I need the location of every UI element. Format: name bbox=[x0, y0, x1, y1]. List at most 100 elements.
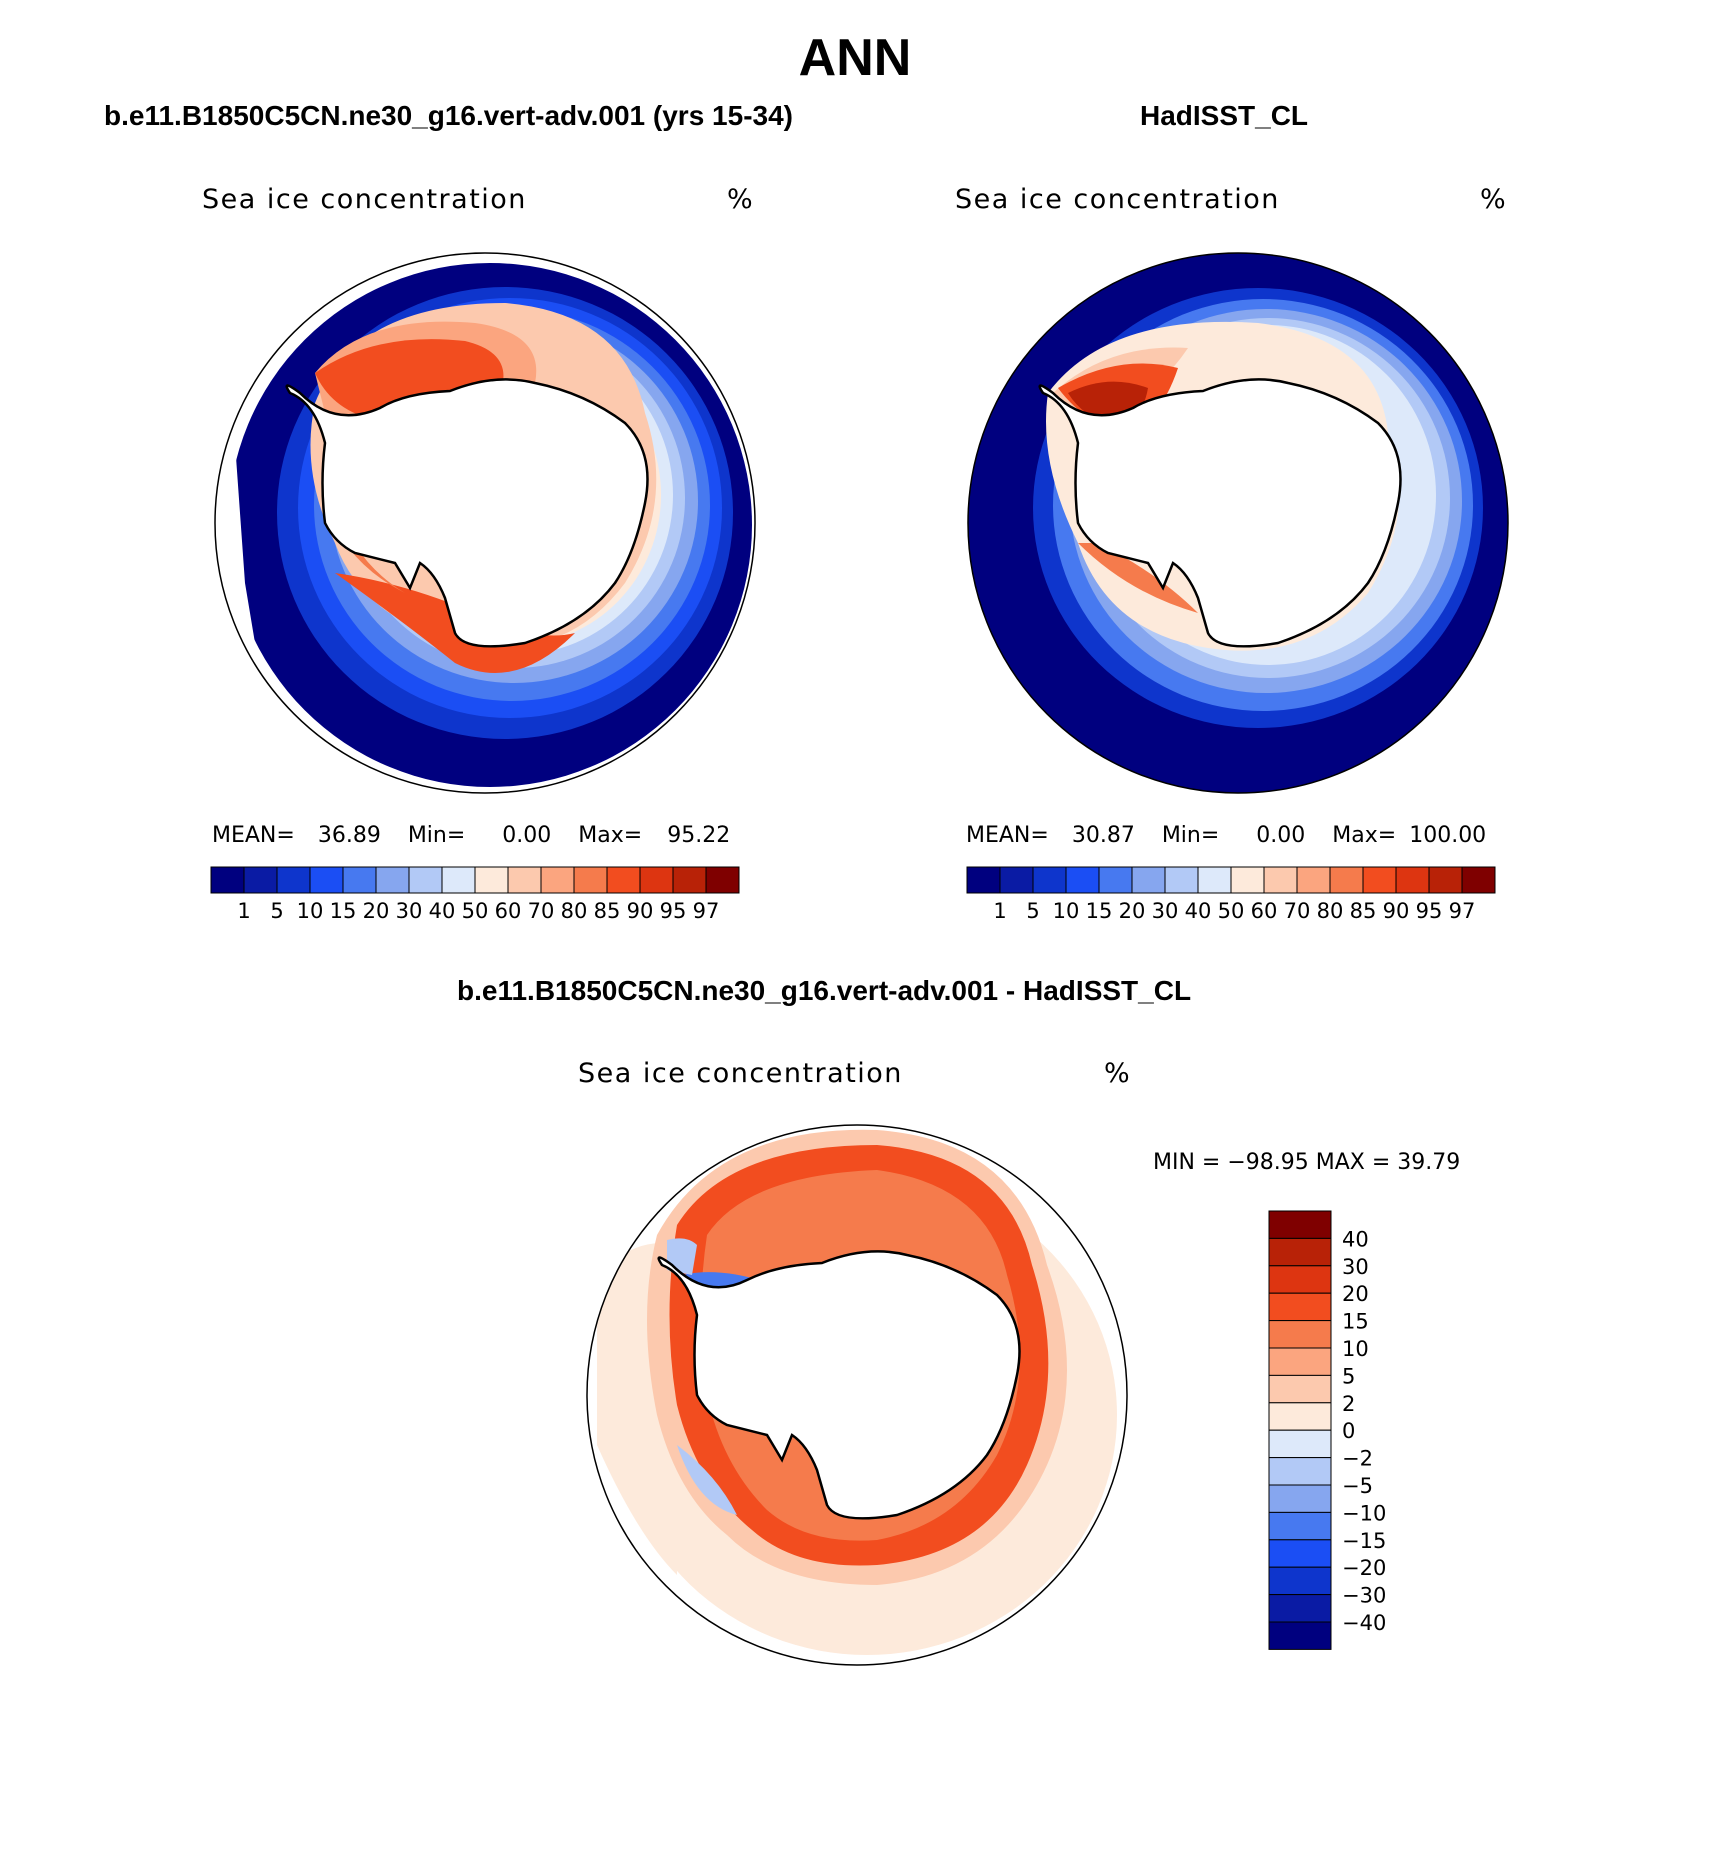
model-colorbar-box-2 bbox=[276, 866, 311, 894]
model-colorbar-box-0 bbox=[210, 866, 245, 894]
obs-colorbar-tick-0: 1 bbox=[993, 899, 1006, 923]
obs-colorbar-box-2 bbox=[1032, 866, 1067, 894]
diff-colorbar-box-3 bbox=[1268, 1292, 1332, 1322]
diff-colorbar-tick-5: 5 bbox=[1342, 1364, 1355, 1388]
obs-map-border bbox=[967, 252, 1509, 794]
model-colorbar-box-3 bbox=[309, 866, 344, 894]
diff-variable-label: Sea ice concentration bbox=[578, 1058, 903, 1089]
obs-colorbar-tick-11: 85 bbox=[1350, 899, 1377, 923]
obs-colorbar-tick-1: 5 bbox=[1026, 899, 1039, 923]
model-colorbar-box-11 bbox=[573, 866, 608, 894]
obs-colorbar-box-8 bbox=[1230, 866, 1265, 894]
model-colorbar-box-5 bbox=[375, 866, 410, 894]
obs-variable-label: Sea ice concentration bbox=[955, 184, 1280, 215]
diff-colorbar-tick-0: 40 bbox=[1342, 1227, 1369, 1251]
model-colorbar-box-1 bbox=[243, 866, 278, 894]
obs-colorbar-box-14 bbox=[1428, 866, 1463, 894]
diff-colorbar-box-11 bbox=[1268, 1511, 1332, 1541]
model-colorbar-box-15 bbox=[705, 866, 740, 894]
obs-colorbar-box-10 bbox=[1296, 866, 1331, 894]
model-max-value: 95.22 bbox=[667, 823, 731, 848]
diff-colorbar-box-7 bbox=[1268, 1402, 1332, 1431]
diff-colorbar-tick-10: −10 bbox=[1342, 1501, 1386, 1525]
diff-colorbar-tick-9: −5 bbox=[1342, 1474, 1373, 1498]
diff-colorbar-box-8 bbox=[1268, 1429, 1332, 1459]
diff-case-title: b.e11.B1850C5CN.ne30_g16.vert-adv.001 - … bbox=[457, 975, 1192, 1006]
obs-colorbar-tick-14: 97 bbox=[1449, 899, 1476, 923]
model-colorbar-box-8 bbox=[474, 866, 509, 894]
obs-continent bbox=[1038, 378, 1402, 648]
obs-stats: MEAN= 30.87 Min= 0.00 Max= 100.00 bbox=[966, 823, 1486, 848]
diff-colorbar-tick-4: 10 bbox=[1342, 1337, 1369, 1361]
obs-colorbar-tick-13: 95 bbox=[1416, 899, 1443, 923]
obs-colorbar-tick-4: 20 bbox=[1119, 899, 1146, 923]
diff-colorbar-tick-7: 0 bbox=[1342, 1419, 1355, 1443]
obs-colorbar-tick-12: 90 bbox=[1383, 899, 1410, 923]
diff-continent bbox=[657, 1250, 1021, 1520]
model-colorbar-tick-3: 15 bbox=[330, 899, 357, 923]
diff-colorbar-box-9 bbox=[1268, 1457, 1332, 1486]
model-colorbar-box-10 bbox=[540, 866, 575, 894]
diff-colorbar-box-1 bbox=[1268, 1237, 1332, 1267]
diff-colorbar-box-5 bbox=[1268, 1347, 1332, 1376]
diff-colorbar-box-13 bbox=[1268, 1566, 1332, 1596]
obs-colorbar-box-1 bbox=[999, 866, 1034, 894]
model-variable-label: Sea ice concentration bbox=[202, 184, 527, 215]
diff-colorbar-box-12 bbox=[1268, 1539, 1332, 1568]
diff-colorbar-tick-13: −30 bbox=[1342, 1584, 1386, 1608]
model-colorbar-tick-13: 95 bbox=[660, 899, 687, 923]
model-colorbar-tick-8: 60 bbox=[495, 899, 522, 923]
model-colorbar-box-13 bbox=[639, 866, 674, 894]
model-colorbar-box-6 bbox=[408, 866, 443, 894]
obs-min-label: Min= bbox=[1161, 823, 1220, 848]
model-colorbar-tick-0: 1 bbox=[237, 899, 250, 923]
model-colorbar-tick-11: 85 bbox=[594, 899, 621, 923]
model-continent bbox=[285, 378, 649, 648]
model-mean-value: 36.89 bbox=[317, 823, 381, 848]
diff-colorbar-tick-14: −40 bbox=[1342, 1611, 1386, 1635]
obs-colorbar-tick-6: 40 bbox=[1185, 899, 1212, 923]
diff-colorbar-box-2 bbox=[1268, 1265, 1332, 1294]
model-colorbar-tick-2: 10 bbox=[297, 899, 324, 923]
diff-colorbar-tick-2: 20 bbox=[1342, 1282, 1369, 1306]
obs-mean-label: MEAN= bbox=[966, 823, 1049, 848]
model-case-title: b.e11.B1850C5CN.ne30_g16.vert-adv.001 (y… bbox=[104, 100, 793, 131]
obs-colorbar-box-11 bbox=[1329, 866, 1364, 894]
obs-colorbar-box-9 bbox=[1263, 866, 1298, 894]
diff-colorbar-tick-3: 15 bbox=[1342, 1310, 1369, 1334]
obs-band-ross bbox=[1078, 543, 1198, 613]
model-colorbar-tick-14: 97 bbox=[693, 899, 720, 923]
model-colorbar-tick-5: 30 bbox=[396, 899, 423, 923]
model-colorbar-box-14 bbox=[672, 866, 707, 894]
diff-colorbar-box-15 bbox=[1268, 1621, 1332, 1650]
model-colorbar-tick-9: 70 bbox=[528, 899, 555, 923]
model-min-label: Min= bbox=[407, 823, 466, 848]
diff-colorbar-tick-6: 2 bbox=[1342, 1392, 1355, 1416]
obs-colorbar-box-5 bbox=[1131, 866, 1166, 894]
obs-units-label: % bbox=[1480, 184, 1508, 215]
model-colorbar-box-7 bbox=[441, 866, 476, 894]
model-min-value: 0.00 bbox=[502, 823, 552, 848]
main-title: ANN bbox=[798, 29, 912, 87]
diff-units-label: % bbox=[1104, 1058, 1132, 1089]
obs-colorbar-tick-3: 15 bbox=[1086, 899, 1113, 923]
model-stats: MEAN= 36.89 Min= 0.00 Max= 95.22 bbox=[212, 823, 730, 848]
obs-colorbar-tick-8: 60 bbox=[1251, 899, 1278, 923]
obs-max-label: Max= bbox=[1332, 823, 1397, 848]
model-mean-label: MEAN= bbox=[212, 823, 295, 848]
model-colorbar-box-12 bbox=[606, 866, 641, 894]
obs-colorbar-tick-7: 50 bbox=[1218, 899, 1245, 923]
model-units-label: % bbox=[727, 184, 755, 215]
model-colorbar-tick-1: 5 bbox=[270, 899, 283, 923]
diff-map bbox=[586, 1124, 1128, 1666]
obs-colorbar-box-15 bbox=[1461, 866, 1496, 894]
diff-light-blue-ross bbox=[677, 1445, 737, 1515]
model-map-border bbox=[214, 252, 756, 794]
diff-colorbar-box-10 bbox=[1268, 1484, 1332, 1513]
diff-colorbar-tick-1: 30 bbox=[1342, 1255, 1369, 1279]
model-colorbar-tick-12: 90 bbox=[627, 899, 654, 923]
diff-colorbar-tick-8: −2 bbox=[1342, 1447, 1373, 1471]
diff-colorbar-box-6 bbox=[1268, 1374, 1332, 1404]
obs-colorbar-box-7 bbox=[1197, 866, 1232, 894]
